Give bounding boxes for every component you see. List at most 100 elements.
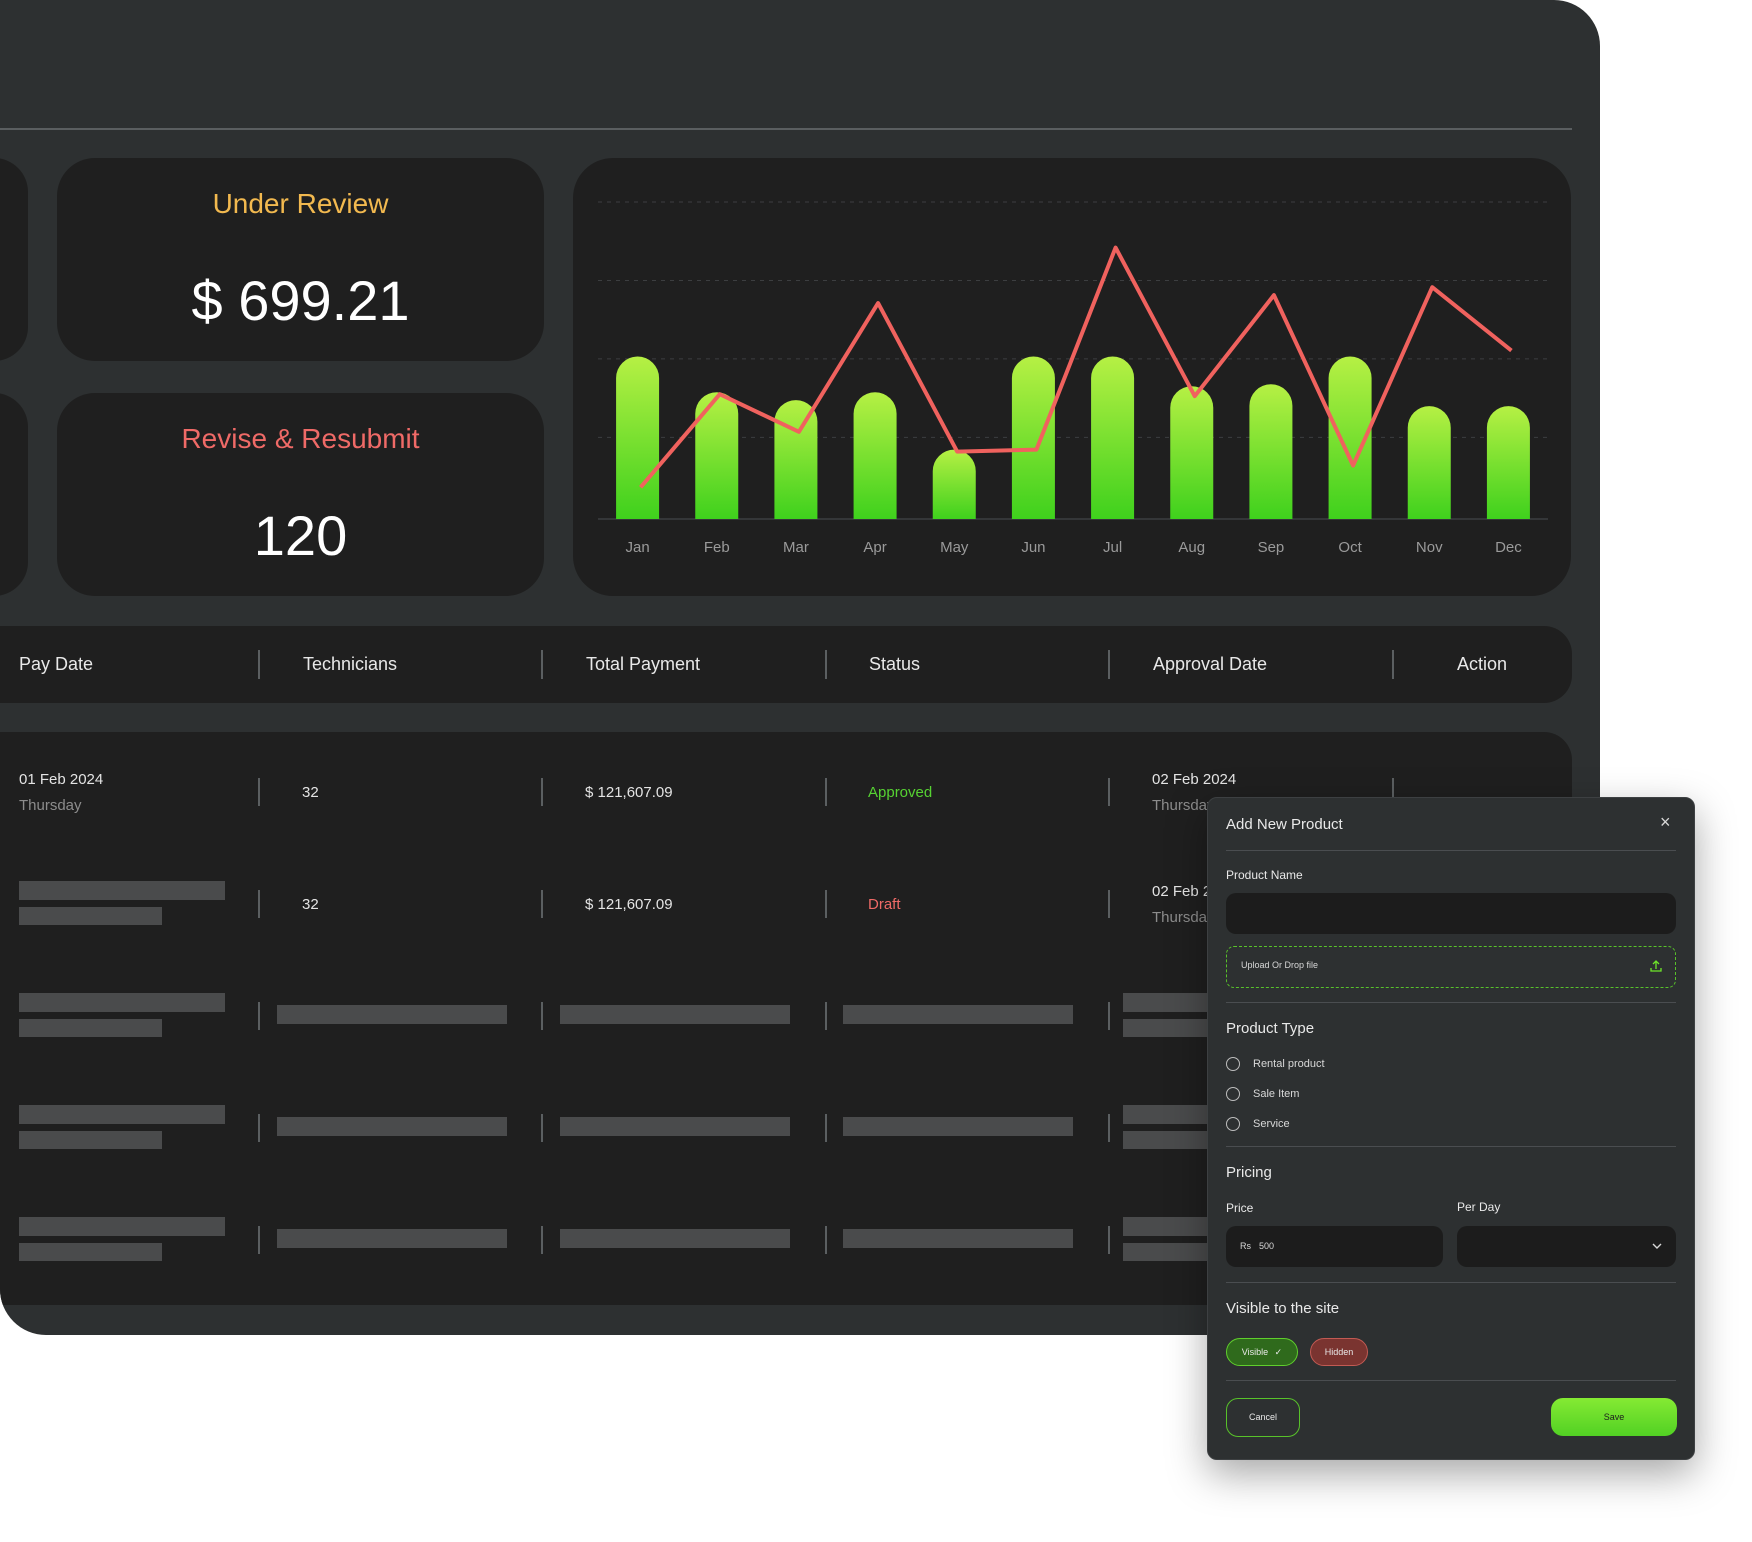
placeholder-bar [19, 1217, 225, 1236]
upload-dropzone[interactable]: Upload Or Drop file [1226, 946, 1676, 988]
per-day-select[interactable] [1457, 1226, 1676, 1267]
column-divider [541, 890, 543, 918]
placeholder-bar [1123, 1019, 1213, 1037]
placeholder-bar [277, 1117, 507, 1136]
radio-service[interactable] [1226, 1117, 1240, 1131]
product-name-label: Product Name [1226, 868, 1303, 882]
bar-sep[interactable] [1249, 384, 1293, 519]
monthly-chart-card: Jan Feb Mar Apr May Jun Jul Aug Sep Oct Nov Dec [573, 158, 1571, 596]
placeholder-bar [560, 1229, 790, 1248]
save-button[interactable]: Save [1551, 1398, 1677, 1436]
placeholder-bar [19, 1105, 225, 1124]
bar-aug[interactable] [1170, 386, 1214, 519]
placeholder-bar [1123, 1105, 1213, 1124]
radio-sale-item[interactable] [1226, 1087, 1240, 1101]
bar-jul[interactable] [1091, 356, 1135, 519]
modal-divider [1226, 1380, 1676, 1381]
placeholder-bar [19, 881, 225, 900]
approval-date: 02 Feb 2024 [1152, 771, 1237, 788]
column-divider [258, 1002, 260, 1030]
column-divider [825, 778, 827, 806]
placeholder-bar [19, 1131, 162, 1149]
column-divider [1392, 778, 1394, 806]
x-tick-label: Jan [625, 539, 649, 556]
cancel-button[interactable]: Cancel [1226, 1398, 1300, 1437]
header-approval-date[interactable]: Approval Date [1153, 654, 1268, 674]
placeholder-bar [277, 1005, 507, 1024]
column-divider [541, 650, 543, 679]
visible-toggle[interactable]: Visible ✓ [1226, 1338, 1298, 1366]
bar-oct[interactable] [1328, 356, 1372, 519]
column-divider [258, 778, 260, 806]
bar-may[interactable] [932, 449, 976, 519]
bar-dec[interactable] [1486, 406, 1530, 519]
column-divider [825, 890, 827, 918]
header-action: Action [1457, 654, 1508, 674]
header-technicians[interactable]: Technicians [303, 654, 398, 674]
price-input[interactable]: Rs 500 [1226, 1226, 1443, 1267]
column-divider [1108, 890, 1110, 918]
modal-divider [1226, 1282, 1676, 1283]
column-divider [541, 778, 543, 806]
x-tick-label: Oct [1338, 539, 1362, 556]
product-type-label: Product Type [1226, 1020, 1315, 1037]
hidden-toggle[interactable]: Hidden [1310, 1338, 1368, 1366]
pricing-label: Pricing [1226, 1164, 1272, 1181]
column-divider [825, 1114, 827, 1142]
add-product-modal: Add New Product × Product Name Upload Or… [1207, 797, 1695, 1460]
x-tick-label: Mar [783, 539, 809, 556]
product-name-input[interactable] [1226, 893, 1676, 934]
column-divider [1392, 650, 1394, 679]
table-header: Pay Date Technicians Total Payment Statu… [0, 626, 1572, 703]
placeholder-bar [560, 1117, 790, 1136]
price-label: Price [1226, 1201, 1254, 1215]
visible-label: Visible to the site [1226, 1300, 1340, 1317]
header-divider [0, 128, 1572, 130]
upload-icon [1650, 960, 1662, 972]
placeholder-bar [19, 1019, 162, 1037]
placeholder-bar [560, 1005, 790, 1024]
technicians-count: 32 [302, 896, 319, 913]
upload-label: Upload Or Drop file [1241, 960, 1319, 970]
dashboard-panel: Under Review $ 699.21 Revise & Resubmit … [0, 0, 1600, 1335]
x-tick-label: Aug [1178, 539, 1205, 556]
cut-off-card [0, 158, 28, 361]
bar-feb[interactable] [695, 392, 739, 519]
under-review-title: Under Review [212, 188, 389, 219]
placeholder-bar [843, 1229, 1073, 1248]
monthly-chart: Jan Feb Mar Apr May Jun Jul Aug Sep Oct Nov Dec [598, 201, 1548, 556]
price-value: 500 [1259, 1241, 1275, 1251]
modal-divider [1226, 1002, 1676, 1003]
column-divider [258, 890, 260, 918]
x-tick-label: May [940, 539, 969, 556]
placeholder-bar [1123, 1131, 1213, 1149]
bar-mar[interactable] [774, 400, 818, 519]
radio-rental[interactable] [1226, 1057, 1240, 1071]
trend-line [639, 245, 1513, 489]
bar-nov[interactable] [1407, 406, 1451, 519]
header-total-payment[interactable]: Total Payment [586, 654, 701, 674]
bar-jun[interactable] [1011, 356, 1055, 519]
under-review-card: Under Review $ 699.21 [57, 158, 544, 361]
x-tick-label: Jun [1021, 539, 1045, 556]
x-tick-label: Feb [704, 539, 730, 556]
x-tick-label: Nov [1416, 539, 1443, 556]
bar-jan[interactable] [616, 356, 660, 519]
header-status[interactable]: Status [869, 654, 921, 674]
column-divider [1108, 1226, 1110, 1254]
radio-label: Service [1253, 1118, 1290, 1130]
column-divider [541, 1226, 543, 1254]
column-divider [825, 1226, 827, 1254]
close-icon[interactable]: × [1660, 812, 1671, 832]
visible-option-label: Visible [1241, 1347, 1269, 1357]
modal-divider [1226, 1146, 1676, 1147]
modal-title: Add New Product [1226, 816, 1343, 833]
column-divider [1108, 778, 1110, 806]
pay-date: 01 Feb 2024 [19, 771, 104, 788]
radio-label: Sale Item [1253, 1088, 1300, 1100]
header-pay-date[interactable]: Pay Date [19, 654, 94, 674]
placeholder-bar [1123, 993, 1213, 1012]
bar-apr[interactable] [853, 392, 897, 519]
column-divider [258, 1226, 260, 1254]
check-icon: ✓ [1274, 1347, 1283, 1357]
